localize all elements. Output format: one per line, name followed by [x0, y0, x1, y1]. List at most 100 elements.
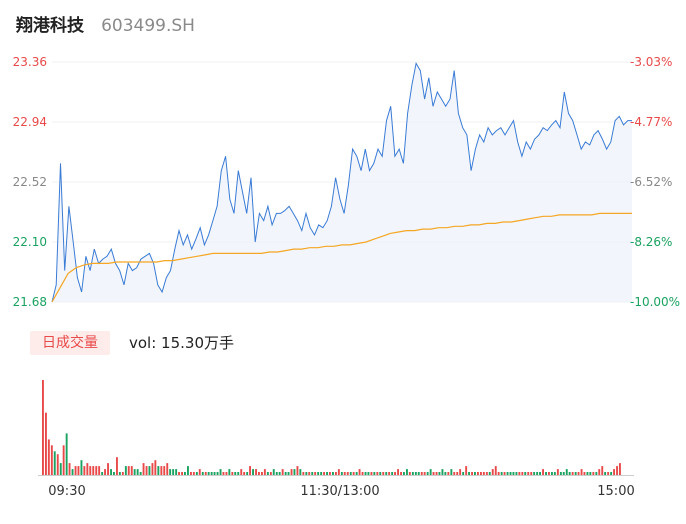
- volume-bar: [136, 469, 139, 475]
- volume-bar: [246, 472, 249, 475]
- volume-bar: [553, 472, 556, 475]
- volume-bar: [213, 472, 216, 475]
- volume-bar: [583, 472, 586, 475]
- volume-bar: [50, 445, 53, 475]
- volume-bar: [506, 472, 509, 475]
- y-axis-left: 23.36 22.94 22.52 22.10 21.68: [13, 55, 47, 309]
- volume-bar: [367, 472, 370, 475]
- volume-bar: [45, 412, 47, 475]
- volume-bar: [376, 472, 379, 475]
- volume-bar: [148, 466, 151, 475]
- volume-bar: [403, 472, 405, 475]
- volume-bar: [533, 472, 536, 475]
- volume-bar: [397, 469, 399, 475]
- volume-bar: [160, 466, 163, 475]
- y-right-tick-label: -4.77%: [630, 115, 672, 129]
- volume-bar: [308, 472, 311, 475]
- volume-bar: [151, 463, 154, 475]
- volume-bar: [592, 472, 595, 475]
- avg-price-line: [51, 212, 632, 303]
- volume-bar: [536, 472, 539, 475]
- volume-bar: [589, 472, 592, 475]
- volume-bar: [562, 472, 565, 475]
- volume-bar: [59, 463, 62, 475]
- volume-bar: [65, 433, 68, 475]
- y-right-tick-label: -3.03%: [630, 55, 672, 69]
- volume-bar: [323, 472, 325, 475]
- volume-bar: [491, 469, 494, 475]
- volume-bar: [556, 469, 559, 475]
- volume-bar: [240, 469, 243, 475]
- volume-bar: [432, 472, 435, 475]
- volume-bar: [252, 469, 254, 475]
- x-tick-label: 11:30/13:00: [300, 484, 379, 499]
- stock-name: 翔港科技: [16, 16, 84, 36]
- volume-bar: [133, 469, 136, 475]
- volume-bar: [225, 472, 228, 475]
- volume-bar: [610, 472, 613, 475]
- volume-bar: [616, 466, 618, 475]
- volume-bar: [539, 472, 541, 475]
- volume-bar: [613, 469, 615, 475]
- stock-header: 翔港科技 603499.SH: [16, 13, 195, 39]
- volume-bar: [231, 472, 234, 475]
- volume-bar: [364, 472, 367, 475]
- volume-bar: [361, 472, 364, 475]
- volume-bar: [326, 472, 328, 475]
- volume-bar: [450, 469, 453, 475]
- volume-bar: [80, 460, 83, 475]
- volume-bar: [296, 466, 299, 475]
- volume-bar: [287, 472, 290, 475]
- volume-bar: [352, 472, 355, 475]
- volume-bar: [379, 472, 382, 475]
- volume-bar: [385, 472, 388, 475]
- volume-bar: [77, 466, 80, 475]
- volume-bar: [249, 466, 251, 475]
- volume-bar: [184, 472, 186, 475]
- volume-bar: [530, 472, 533, 475]
- volume-bar: [471, 472, 473, 475]
- volume-bar: [382, 472, 385, 475]
- volume-bar: [124, 466, 127, 475]
- volume-bar: [332, 472, 334, 475]
- y-tick-label: 22.94: [13, 115, 47, 129]
- volume-bar: [92, 466, 95, 475]
- y-right-tick-label: -6.52%: [630, 175, 672, 189]
- y-tick-label: 21.68: [13, 295, 47, 309]
- volume-bar: [104, 469, 106, 475]
- volume-bar: [56, 454, 59, 475]
- volume-bar: [417, 472, 420, 475]
- volume-bar: [121, 472, 124, 475]
- price-area-fill: [52, 63, 632, 303]
- volume-bar: [574, 472, 577, 475]
- volume-bar: [521, 472, 524, 475]
- volume-bar: [337, 469, 340, 475]
- y-tick-label: 22.10: [13, 235, 47, 249]
- volume-bar: [107, 463, 109, 475]
- volume-bar: [98, 466, 101, 475]
- y-right-tick-label: -10.00%: [630, 295, 680, 309]
- volume-bar: [580, 469, 583, 475]
- volume-bar: [456, 472, 459, 475]
- volume-bar: [411, 472, 414, 475]
- volume-bar: [355, 472, 358, 475]
- volume-bar: [482, 472, 485, 475]
- volume-bar: [468, 472, 470, 475]
- volume-bar: [408, 472, 411, 475]
- volume-bar: [299, 469, 302, 475]
- volume-bar: [169, 469, 172, 475]
- volume-bar: [485, 472, 488, 475]
- volume-bar: [110, 469, 112, 475]
- volume-bar: [542, 469, 544, 475]
- volume-tag: 日成交量: [30, 331, 110, 355]
- volume-bar: [512, 472, 515, 475]
- volume-bar: [568, 472, 571, 475]
- volume-bar: [435, 472, 438, 475]
- volume-bar: [278, 472, 281, 475]
- volume-bar: [571, 472, 574, 475]
- volume-bar: [406, 469, 408, 475]
- volume-bar: [42, 380, 44, 475]
- volume-bar: [480, 472, 482, 475]
- volume-bar: [130, 466, 133, 475]
- volume-bar: [551, 472, 553, 475]
